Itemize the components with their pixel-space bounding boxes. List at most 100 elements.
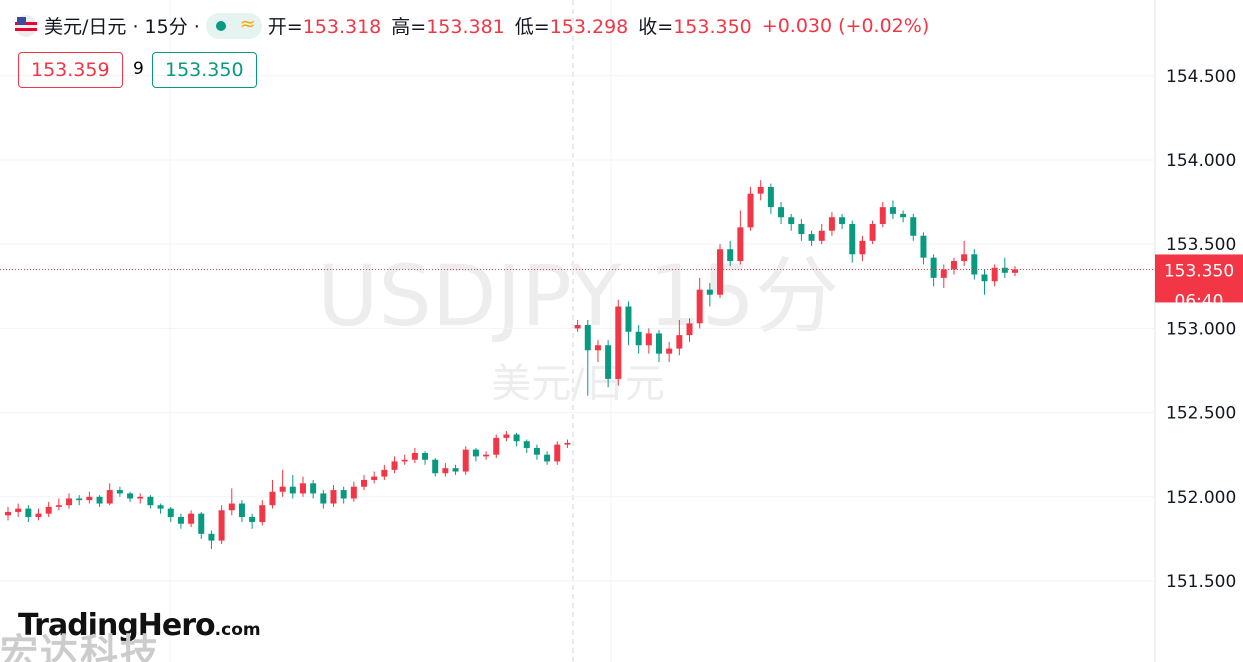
y-tick-label: 153.000: [1166, 319, 1236, 339]
candle-body: [879, 207, 886, 224]
ohlc: 开=153.318 高=153.381 低=153.298 收=153.350: [268, 12, 752, 39]
candle-body: [411, 453, 418, 460]
candle-body: [350, 486, 357, 499]
candle-body: [635, 331, 642, 346]
candle-body: [472, 449, 479, 457]
candle-body: [259, 505, 266, 523]
candle-body: [930, 257, 937, 278]
ohlc-label: 开=: [267, 16, 303, 38]
buy-price[interactable]: 153.350: [152, 52, 257, 88]
candle-body: [289, 486, 296, 494]
y-tick-label: 151.500: [1166, 572, 1236, 592]
candle-body: [696, 289, 703, 324]
sell-price[interactable]: 153.359: [18, 52, 123, 88]
candle-body: [717, 249, 724, 295]
status-pill[interactable]: ≈: [205, 12, 262, 39]
ohlc-value: 153.298: [549, 16, 629, 38]
candle-body: [594, 345, 601, 351]
candle-body: [920, 235, 927, 258]
candle-body: [544, 454, 551, 462]
candle-body: [86, 496, 93, 501]
logo-text: TradingHero: [18, 608, 216, 643]
candle-body: [330, 490, 337, 504]
candle-body: [778, 207, 785, 218]
countdown-label: 06:40: [1175, 291, 1224, 311]
y-tick-label: 154.000: [1166, 151, 1236, 171]
candle-body: [961, 254, 968, 262]
candle-body: [45, 506, 52, 514]
last-price-label: 153.350: [1164, 261, 1234, 281]
candle-body: [147, 496, 154, 506]
candle-body: [910, 217, 917, 236]
candle-body: [564, 442, 571, 445]
flag-icon: [15, 14, 37, 37]
candle-body: [249, 517, 256, 523]
candle-body: [66, 498, 73, 506]
candle-body: [574, 325, 581, 329]
watermark-sub: 美元/日元: [491, 361, 664, 407]
candle-body: [422, 453, 429, 460]
candle-body: [167, 508, 174, 518]
ohlc-label: 收=: [638, 16, 674, 38]
candle-body: [76, 498, 83, 501]
candle-body: [889, 207, 896, 214]
candle-body: [950, 261, 957, 270]
candle-body: [269, 491, 276, 506]
candle-body: [208, 533, 215, 541]
candle-body: [483, 454, 490, 457]
candle-body: [737, 227, 744, 262]
candle-body: [869, 223, 876, 241]
candle-body: [188, 513, 195, 524]
candle-body: [381, 469, 388, 477]
candle-body: [340, 490, 347, 499]
ohlc-label: 低=: [514, 16, 550, 38]
candle-body: [299, 483, 306, 494]
header: 美元/日元 · 15分 · ≈ 开=153.318 高=153.381 低=153.…: [14, 12, 929, 39]
y-tick-label: 154.500: [1166, 67, 1236, 87]
candle-body: [127, 493, 134, 499]
candle-body: [615, 306, 622, 379]
candle-body: [655, 333, 662, 354]
candle-body: [157, 505, 164, 509]
candle-body: [757, 186, 764, 194]
candle-body: [320, 493, 327, 504]
candle-body: [96, 496, 103, 504]
ohlc-item: 高=153.381: [391, 12, 505, 39]
candle-body: [137, 496, 144, 499]
candle-body: [493, 437, 500, 455]
candle-body: [391, 461, 398, 470]
candle-body: [554, 444, 561, 462]
y-tick-label: 153.500: [1166, 235, 1236, 255]
logo-sub: 宏达科技: [0, 631, 161, 662]
candle-body: [971, 254, 978, 275]
candle-body: [981, 274, 988, 282]
logo-suffix: .com: [214, 620, 261, 640]
candle-body: [310, 483, 317, 494]
candle-body: [5, 511, 11, 516]
candle-body: [35, 513, 42, 518]
candle-body: [228, 503, 235, 511]
candle-body: [818, 230, 825, 241]
candle-body: [279, 486, 286, 492]
candle-body: [625, 306, 632, 332]
candle-body: [605, 345, 612, 379]
y-tick-label: 152.500: [1166, 404, 1236, 424]
candle-body: [177, 517, 184, 524]
candle-body: [533, 447, 540, 455]
candle-body: [238, 503, 245, 518]
candle-body: [15, 508, 22, 512]
candle-body: [218, 510, 225, 541]
candle-body: [106, 490, 113, 504]
candle-body: [116, 490, 123, 494]
candle-body: [767, 186, 774, 208]
candle-body: [808, 234, 815, 241]
last-price-tag: [1155, 254, 1243, 303]
candle-body: [432, 459, 439, 474]
candle-body: [747, 193, 754, 228]
y-tick-label: 152.000: [1166, 488, 1236, 508]
ohlc-value: 153.318: [302, 16, 382, 38]
ohlc-value: 153.381: [426, 16, 505, 38]
symbol[interactable]: 美元/日元 · 15分 ·: [44, 16, 200, 38]
candle-body: [991, 267, 998, 282]
